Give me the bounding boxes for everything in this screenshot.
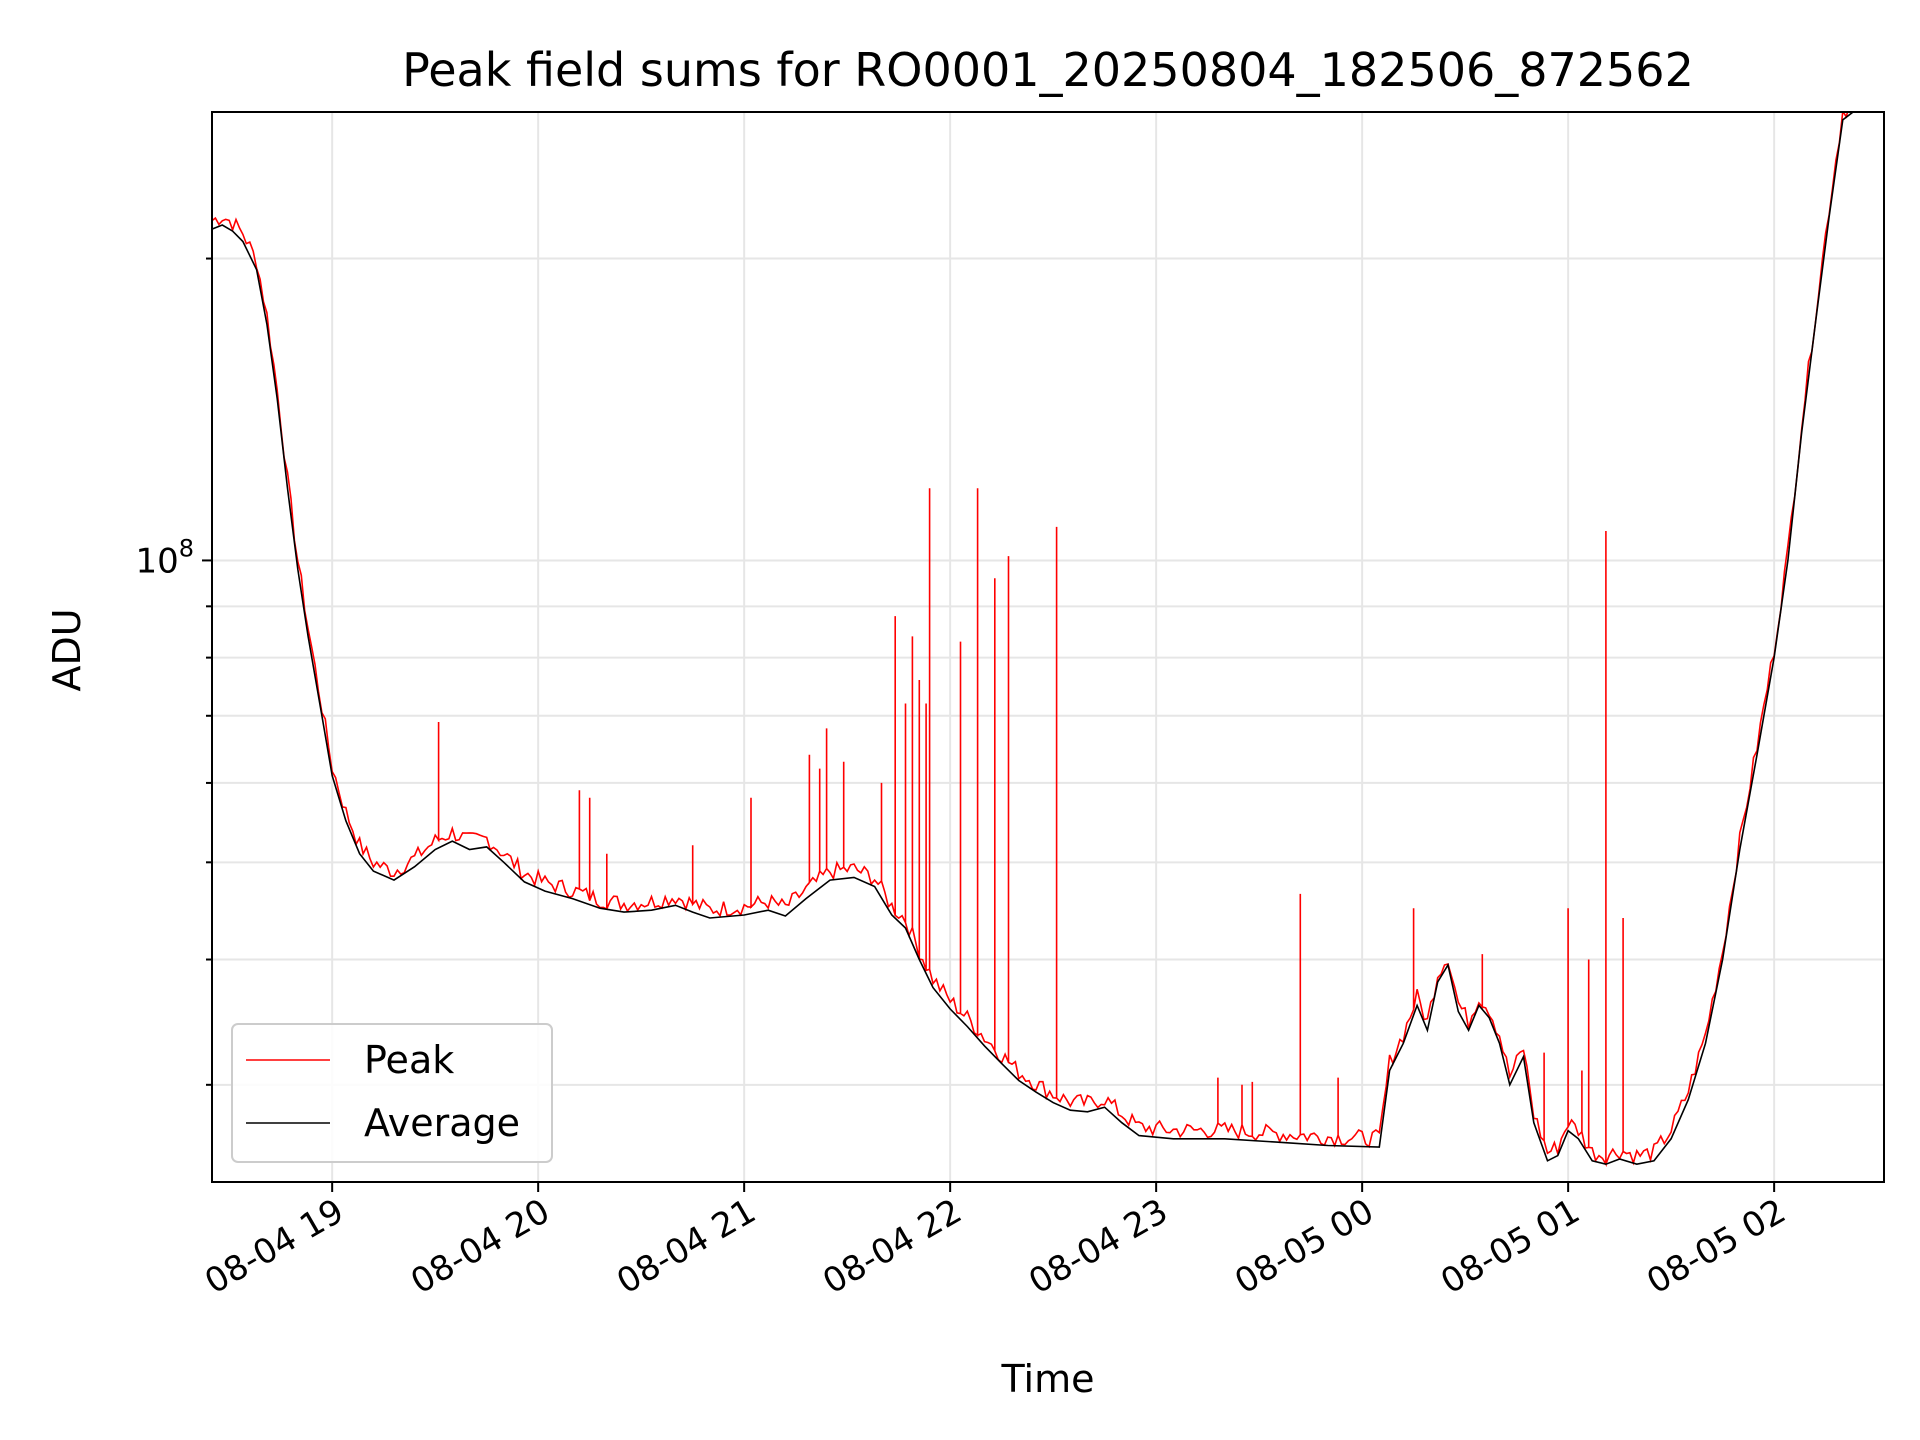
y-tick-label-base: 10 [135, 541, 178, 581]
chart-title: Peak field sums for RO0001_20250804_1825… [402, 43, 1694, 97]
legend-label-peak: Peak [364, 1038, 454, 1082]
legend: Peak Average [231, 1023, 553, 1163]
y-tick-label: 108 [135, 534, 194, 581]
legend-box [231, 1023, 553, 1163]
series-line-peak [212, 112, 1849, 1168]
legend-label-average: Average [364, 1101, 520, 1145]
y-tick-label-exponent: 8 [179, 534, 194, 562]
series-line-average [212, 112, 1854, 1166]
y-axis: 108 [135, 257, 212, 1086]
y-axis-label: ADU [45, 608, 89, 691]
plot-frame [211, 111, 1885, 1183]
x-axis-label: Time [1001, 1357, 1095, 1401]
series-layer [212, 112, 1854, 1168]
